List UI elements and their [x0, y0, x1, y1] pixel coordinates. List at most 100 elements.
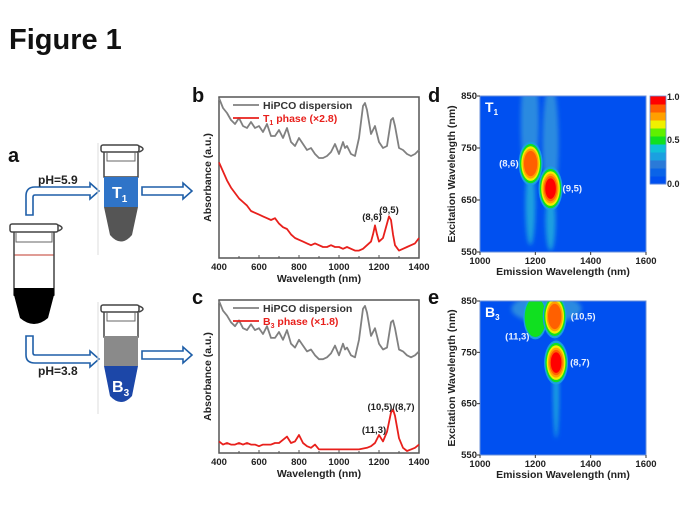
peak-label: (9,5) — [563, 184, 583, 195]
x-axis-label: Wavelength (nm) — [277, 468, 361, 480]
legend-label-hipco: HiPCO dispersion — [263, 100, 352, 112]
peak-contour — [548, 303, 562, 330]
tube-b3-top-phase — [104, 336, 138, 366]
legend-phase-scale: phase (×2.8) — [273, 113, 337, 125]
ph-bottom-label: pH=3.8 — [38, 364, 78, 378]
colorbar-segment — [650, 104, 666, 113]
x-tick-label: 1200 — [525, 459, 546, 470]
peak-label: (8,6) — [499, 159, 519, 170]
heatmap-contours — [518, 96, 563, 251]
y-tick-label: 750 — [461, 347, 477, 358]
x-tick-label: 1400 — [580, 256, 601, 267]
series-line-hipco — [218, 97, 420, 159]
x-axis-label: Emission Wavelength (nm) — [496, 266, 630, 278]
y-tick-label: 750 — [461, 143, 477, 154]
x-tick-label: 1600 — [635, 459, 656, 470]
y-axis-label: Excitation Wavelength (nm) — [446, 309, 458, 446]
colorbar-segment — [650, 96, 666, 105]
tube-t1-top-phase — [104, 177, 138, 207]
y-tick-label: 650 — [461, 195, 477, 206]
x-tick-label: 1000 — [469, 459, 490, 470]
x-tick-label: 1400 — [408, 457, 429, 468]
x-tick-label: 1200 — [368, 262, 389, 273]
series-line-phase — [218, 162, 420, 252]
tube-b3-bottom-phase — [104, 366, 138, 402]
x-tick-label: 800 — [291, 457, 307, 468]
colorbar-frame — [649, 95, 667, 185]
panel-label-b: b — [192, 85, 204, 107]
heatmap-frame — [479, 300, 647, 456]
y-axis-label: Absorbance (a.u.) — [202, 332, 214, 421]
colorbar-tick-label: 0.5 — [667, 135, 680, 145]
heatmap-background — [480, 96, 646, 252]
x-tick-label: 600 — [251, 262, 267, 273]
chart-panel-c: 400 600 800 1000 1200 1400 Wavelength (nm) Abso… — [202, 299, 430, 480]
schematic-panel-a: pH=5.9 pH=3.8 T1 B3 — [9, 143, 194, 414]
peak-contour — [524, 301, 546, 338]
x-axis-label: Emission Wavelength (nm) — [496, 469, 630, 481]
tube-t1-label: T1 — [112, 185, 128, 205]
x-tick-label: 800 — [291, 262, 307, 273]
x-tick-label: 1200 — [368, 457, 389, 468]
y-tick-label: 650 — [461, 399, 477, 410]
heatmap-contours — [511, 301, 582, 439]
colorbar-segment — [650, 176, 666, 185]
y-tick-label: 550 — [461, 247, 477, 258]
colorbar-segment — [650, 152, 666, 161]
arrow-to-t1 — [25, 181, 101, 216]
series-line-hipco — [218, 300, 420, 361]
x-tick-label: 400 — [211, 262, 227, 273]
colorbar-tick-label: 0.0 — [667, 179, 680, 189]
x-tick-label: 1000 — [328, 457, 349, 468]
legend-phase-name: T — [263, 113, 270, 125]
tube-b3-label: B3 — [112, 379, 130, 399]
y-tick-label: 850 — [461, 91, 477, 102]
panel-label-c: c — [192, 287, 203, 309]
peak-label: (8,7) — [570, 358, 590, 369]
sample-label-name: B — [485, 304, 495, 320]
x-tick-label: 1600 — [635, 256, 656, 267]
sample-label-name: T — [485, 99, 494, 115]
series-line-phase — [218, 408, 420, 452]
heatmap-panel-e: 1000 1200 1400 1600 550 650 750 850 Emission Wav… — [446, 296, 657, 481]
legend-phase-scale: phase (×1.8) — [275, 316, 339, 328]
sample-label-sub: 1 — [494, 108, 499, 117]
source-tube — [9, 223, 63, 324]
x-tick-label: 1200 — [525, 256, 546, 267]
x-tick-label: 1000 — [328, 262, 349, 273]
colorbar-segment — [650, 144, 666, 153]
x-axis-label: Wavelength (nm) — [277, 273, 361, 285]
peak-contour — [550, 352, 562, 373]
ph-top-label: pH=5.9 — [38, 173, 78, 187]
legend-label-phase: T1 phase (×2.8) — [263, 113, 337, 127]
peak-contour — [523, 150, 538, 177]
panel-label-e: e — [428, 287, 439, 309]
colorbar-tick-label: 1.0 — [667, 92, 680, 102]
tube-t1: T1 — [97, 143, 144, 255]
sample-label-sub: 3 — [495, 313, 500, 322]
colorbar-segment — [650, 112, 666, 121]
arrow-b3-to-c — [141, 345, 194, 365]
colorbar-segment — [650, 128, 666, 137]
figure-title: Figure 1 — [9, 24, 122, 56]
panel-label-a: a — [8, 145, 20, 167]
panel-label-d: d — [428, 85, 440, 107]
colorbar-segment — [650, 168, 666, 177]
x-tick-label: 600 — [251, 457, 267, 468]
heatmap-frame — [479, 95, 647, 253]
peak-annotation: (11,3) — [362, 425, 386, 436]
tube-b3: B3 — [97, 302, 144, 414]
sample-label: B3 — [485, 304, 500, 322]
heatmap-panel-d: 1000 1200 1400 1600 550 650 750 850 Emission Wav… — [446, 91, 657, 278]
peak-annotation: (9,5) — [379, 205, 399, 216]
y-axis-label: Excitation Wavelength (nm) — [446, 105, 458, 242]
source-tube-contents — [14, 295, 54, 324]
y-tick-label: 550 — [461, 450, 477, 461]
legend-phase-sub: 3 — [271, 323, 275, 330]
peak-annotation: (10,5)/(8,7) — [368, 402, 415, 413]
colorbar-segment — [650, 136, 666, 145]
tube-t1-bottom-phase — [104, 207, 138, 242]
arrow-t1-to-b — [141, 181, 194, 201]
x-tick-label: 1000 — [469, 256, 490, 267]
